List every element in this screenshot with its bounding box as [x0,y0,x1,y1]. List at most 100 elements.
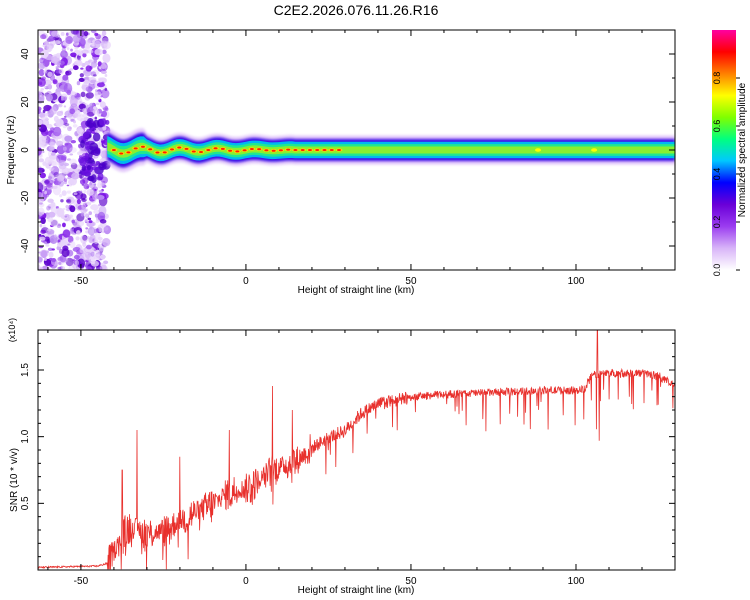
noise-blob [40,116,49,122]
noise-blob [84,39,91,45]
noise-blob [100,150,109,159]
noise-blob [40,87,45,91]
noise-blob [101,30,107,37]
noise-blob [85,65,92,72]
noise-blob [67,126,72,132]
noise-blob [61,190,67,197]
noise-blob [65,36,74,44]
noise-blob [58,159,67,170]
noise-blob [81,164,86,172]
noise-blob [92,192,99,201]
noise-blob [87,49,94,54]
noise-blob [89,102,95,107]
noise-blob [90,61,98,68]
noise-blob [47,247,53,251]
noise-blob [51,179,55,182]
noise-blob [62,245,69,251]
noise-blob [54,234,57,238]
noise-blob [93,254,102,261]
signal-hotspot [199,151,204,154]
noise-blob [95,228,100,233]
snr-x-tick-label: 50 [405,576,417,587]
noise-blob [50,156,60,167]
noise-blob [80,67,84,70]
noise-blob [61,47,66,52]
noise-blob [50,151,56,156]
noise-blob [91,69,100,76]
noise-blob [79,247,86,254]
noise-blob [97,243,103,249]
snr-y-ticks: 0.5 1.0 1.5 [20,342,675,558]
noise-blob [104,107,109,112]
noise-blob [39,95,42,97]
noise-blob [95,48,101,54]
noise-blob [43,79,52,86]
noise-blob [88,236,94,244]
noise-blob [77,55,81,60]
noise-blob [38,167,45,173]
signal-hotspot [213,147,218,150]
noise-blob [80,235,88,244]
snr-y-label: SNR (10 * v/v) [9,448,20,512]
noise-blob [40,34,47,40]
noise-blob [101,37,109,44]
signal-hotspot [329,149,334,151]
noise-blob [97,145,101,148]
noise-blob [63,96,67,101]
noise-blob [72,124,78,128]
noise-blob [55,67,59,70]
noise-blob [75,109,81,115]
noise-blob [43,69,48,74]
noise-blob [60,32,65,36]
noise-blob [81,49,89,55]
noise-blob [38,233,42,237]
noise-blob [38,182,44,193]
noise-blob [65,70,72,76]
signal-hotspot [264,149,269,152]
noise-blob [79,73,84,78]
signal-hotspot [307,149,312,151]
noise-blob [87,175,94,182]
noise-blob [93,209,100,215]
noise-blob [58,180,65,187]
snr-x-ticks: -50 0 50 100 [47,330,676,587]
noise-blob [48,176,53,180]
noise-blob [63,83,73,94]
noise-blob [70,140,77,144]
noise-blob [38,192,43,199]
noise-blob [57,266,62,270]
noise-blob [103,226,109,231]
noise-blob [44,178,54,186]
colorbar-tick-label: 0.2 [712,216,722,229]
signal-hotspot [126,151,131,154]
noise-blob [60,97,64,101]
noise-blob [83,31,89,37]
noise-blob [88,211,92,216]
noise-blob [91,163,98,167]
noise-blob [47,217,54,223]
noise-blob [39,57,45,64]
noise-blob [40,50,49,59]
noise-blob [85,86,93,93]
noise-blob [100,254,106,260]
noise-blob [100,88,110,99]
noise-blob [54,34,61,39]
noise-blob [46,145,55,152]
noise-blob [73,254,80,260]
noise-blob [94,32,99,37]
noise-blob [66,47,70,51]
snr-y-tick-label: 1.5 [20,363,31,377]
noise-blob [63,146,67,151]
noise-blob [57,242,64,248]
chart-title: C2E2.2026.076.11.26.R16 [274,2,439,18]
noise-blob [81,204,87,209]
spectrogram-y-tick-label: -20 [20,190,31,205]
noise-blob [103,260,109,265]
noise-blob [79,43,83,47]
noise-blob [63,105,67,108]
noise-blob [72,65,79,71]
noise-blob [62,207,66,211]
noise-blob [63,178,68,182]
snr-y-tick-label: 1.0 [20,429,31,443]
signal-hotspot [220,147,225,150]
